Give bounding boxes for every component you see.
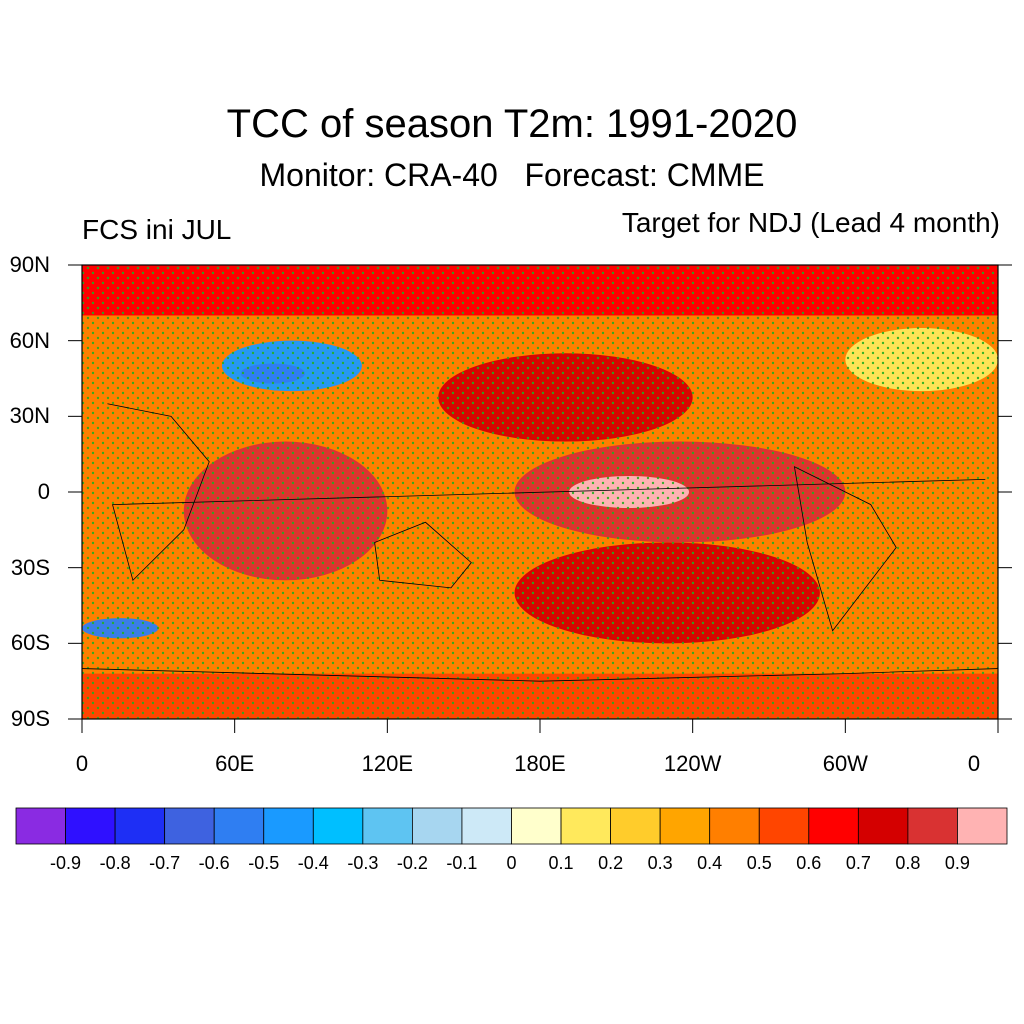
colorbar-swatch	[411, 807, 463, 845]
colorbar-swatch	[312, 807, 364, 845]
plot-title: TCC of season T2m: 1991-2020	[226, 102, 798, 146]
initialization-label: FCS ini JUL	[82, 214, 232, 245]
y-tick-label: 30S	[10, 554, 50, 580]
colorbar-label: 0	[506, 853, 517, 873]
coast-africa	[107, 403, 986, 582]
y-tick-label: 0	[37, 479, 50, 504]
x-tick-label: 60W	[822, 751, 868, 776]
colorbar-label: 0.5	[746, 853, 772, 873]
y-tick-label: 90S	[10, 706, 50, 731]
colorbar-swatch	[659, 807, 711, 845]
colorbar-label: 0.2	[598, 853, 624, 873]
y-tick-label: 30N	[9, 403, 50, 429]
colorbar-label: -0.3	[347, 853, 379, 873]
colorbar-swatch	[907, 807, 958, 845]
plot-subtitle: Monitor: CRA-40 Forecast: CMME	[259, 157, 765, 193]
colorbar-swatch	[709, 807, 760, 845]
colorbar-label: -0.2	[396, 853, 428, 873]
coast-antarctica	[82, 668, 998, 682]
colorbar-label: -0.9	[50, 853, 82, 873]
colorbar-swatch	[65, 807, 116, 845]
colorbar-label: -0.5	[248, 853, 280, 873]
colorbar-swatch	[114, 807, 166, 845]
colorbar-swatch	[511, 807, 562, 845]
colorbar-swatch	[213, 807, 265, 845]
x-tick-label: 120E	[361, 751, 414, 776]
colorbar-swatch	[362, 807, 413, 845]
colorbar-label: -0.7	[149, 853, 181, 873]
colorbar-label: -0.4	[297, 853, 329, 873]
colorbar-swatch	[263, 807, 314, 845]
colorbar-label: 0.4	[697, 853, 723, 873]
y-tick-label: 60S	[10, 630, 50, 656]
colorbar-label: 0.3	[647, 853, 673, 873]
colorbar-label: -0.1	[446, 853, 478, 873]
colorbar-swatch	[560, 807, 611, 845]
colorbar-swatch	[957, 807, 1008, 845]
colorbar-label: -0.6	[198, 853, 230, 873]
y-tick-label: 60N	[9, 327, 50, 353]
colorbar-label: 0.9	[944, 853, 970, 873]
colorbar-swatch	[164, 807, 215, 845]
coast-south-america	[793, 466, 897, 632]
colorbar-label: 0.7	[845, 853, 871, 873]
colorbar-swatch	[15, 807, 66, 845]
x-tick-label: 0	[75, 751, 89, 776]
colorbar-label: 0.1	[548, 853, 574, 873]
coast-australia	[374, 521, 472, 589]
x-tick-label: 120W	[663, 751, 722, 776]
target-label: Target for NDJ (Lead 4 month)	[621, 207, 1000, 238]
colorbar-label: 0.8	[895, 853, 921, 873]
colorbar-swatch	[610, 807, 661, 845]
x-tick-label: 0	[967, 751, 981, 776]
colorbar-swatch	[461, 807, 512, 845]
x-tick-label: 60E	[215, 751, 255, 776]
colorbar-label: -0.8	[99, 853, 131, 873]
colorbar-swatch	[808, 807, 859, 845]
x-tick-label: 180E	[514, 751, 566, 776]
colorbar-swatch	[857, 807, 909, 845]
y-tick-label: 90N	[9, 252, 50, 277]
colorbar-label: 0.6	[796, 853, 822, 873]
colorbar-swatch	[758, 807, 810, 845]
